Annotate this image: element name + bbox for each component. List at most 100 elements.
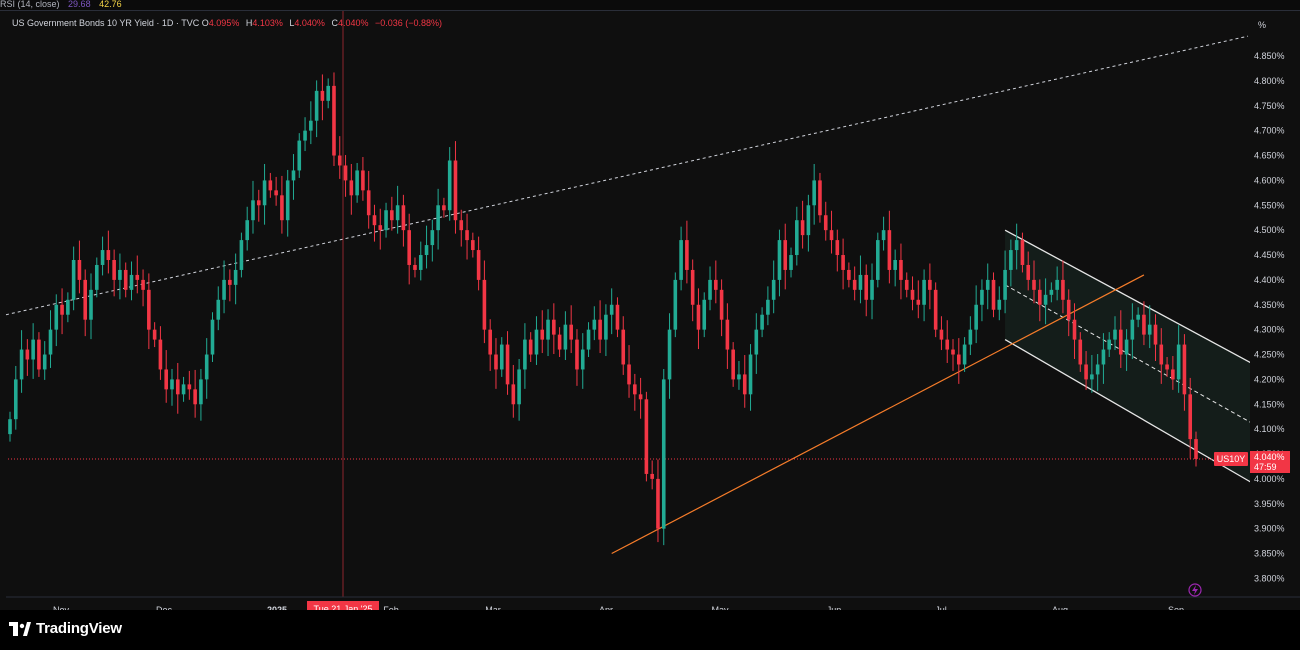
tradingview-logo[interactable]: TradingView [9, 620, 122, 637]
candle-body [1188, 394, 1193, 440]
candle-body [795, 220, 799, 256]
candle-body [812, 180, 816, 206]
price-tick-label: 4.400% [1254, 275, 1285, 285]
candle-body [430, 230, 435, 246]
candle-body [968, 329, 973, 345]
candle-body [586, 329, 591, 350]
close-label: C [331, 18, 338, 28]
candle-body [228, 279, 232, 285]
candle-body [835, 240, 840, 256]
candle-body [1061, 279, 1065, 300]
candle-body [997, 299, 1002, 310]
candle-body [1055, 279, 1059, 290]
candle-body [42, 354, 47, 370]
candle-body [436, 205, 440, 231]
candle-body [390, 210, 394, 221]
candle-body [100, 250, 105, 265]
channel-upper-line [1004, 229, 1255, 366]
candle-body [1142, 314, 1146, 335]
candle-body [985, 279, 990, 290]
candle-body [1147, 324, 1152, 335]
candle-body [378, 225, 383, 231]
candle-body [748, 354, 753, 395]
candle-body [158, 339, 163, 370]
candle-body [1113, 329, 1117, 340]
channel-lower-line [1004, 339, 1255, 485]
candle-body [1026, 264, 1031, 280]
candle-body [893, 260, 897, 270]
symbol-title: US Government Bonds 10 YR Yield · 1D · T… [12, 18, 200, 28]
candle-body [1124, 339, 1129, 355]
time-tick-label: Dec [156, 605, 173, 611]
candle-body [413, 264, 417, 270]
time-tick-label: Aug [1052, 605, 1068, 611]
candle-body [627, 364, 631, 385]
candle-body [910, 289, 915, 300]
candle-body [1130, 319, 1135, 340]
candle-body [922, 279, 926, 305]
candle-body [598, 319, 602, 340]
candle-body [552, 319, 556, 335]
candle-body [841, 255, 845, 270]
candle-body [48, 329, 53, 355]
candle-body [916, 299, 921, 305]
candle-body [453, 160, 458, 221]
candle-body [251, 200, 255, 221]
price-tick-label: 4.600% [1254, 175, 1285, 185]
candle-body [1194, 439, 1198, 459]
candle-body [870, 279, 874, 300]
candle-body [459, 220, 464, 231]
candle-body [8, 419, 12, 435]
tradingview-logo-icon [9, 621, 31, 636]
candle-body [256, 200, 261, 206]
time-tick-label: Sep [1168, 605, 1184, 611]
symbol-tag-label: US10Y [1217, 454, 1246, 464]
candle-body [858, 274, 863, 290]
candle-body [447, 160, 452, 211]
candle-body [129, 274, 134, 290]
low-value: 4.040% [294, 18, 325, 28]
candle-body [1118, 329, 1123, 355]
candle-body [320, 90, 325, 101]
candle-body [204, 354, 209, 380]
last-price-badge [1250, 451, 1290, 473]
candle-body [297, 140, 302, 171]
price-tick-label: 4.200% [1254, 374, 1285, 384]
candle-body [656, 478, 660, 529]
chart-pane[interactable]: % 4.850% 4.800% 4.750% 4.700% 4.650% 4.600% 4.5… [0, 10, 1300, 611]
time-tick-label: Apr [599, 605, 613, 611]
candle-body [633, 384, 637, 395]
time-tick-label: Nov [53, 605, 70, 611]
time-tick-label: May [711, 605, 729, 611]
candle-body [31, 339, 35, 360]
candle-body [210, 319, 215, 355]
candle-body [13, 379, 18, 420]
candle-body [731, 349, 735, 380]
candle-body [783, 240, 788, 270]
candle-body [957, 354, 961, 365]
rsi-label: RSI (14, close) [0, 0, 60, 9]
candle-body [476, 250, 481, 280]
candle-body [714, 279, 718, 290]
candle-body [233, 269, 238, 285]
candle-body [881, 230, 886, 241]
candle-body [667, 329, 672, 380]
candle-body [563, 324, 568, 350]
candle-body [818, 180, 822, 216]
candle-body [326, 85, 330, 101]
lightning-icon-bolt [1192, 585, 1198, 595]
crosshair-date-label: Tue 21 Jan '25 [314, 604, 373, 611]
candle-body [25, 349, 30, 360]
candle-body [83, 279, 88, 320]
candle-body [66, 299, 70, 315]
candle-body [309, 120, 313, 131]
candle-body [262, 180, 267, 206]
time-tick-label: Jun [827, 605, 842, 611]
support-trendline [611, 274, 1145, 555]
price-tick-label: 4.350% [1254, 300, 1285, 310]
high-value: 4.103% [252, 18, 283, 28]
symbol-legend: US Government Bonds 10 YR Yield · 1D · T… [12, 18, 446, 28]
candle-body [274, 190, 278, 196]
price-chart[interactable]: % 4.850% 4.800% 4.750% 4.700% 4.650% 4.600% 4.5… [0, 11, 1300, 611]
candle-body [239, 240, 244, 270]
